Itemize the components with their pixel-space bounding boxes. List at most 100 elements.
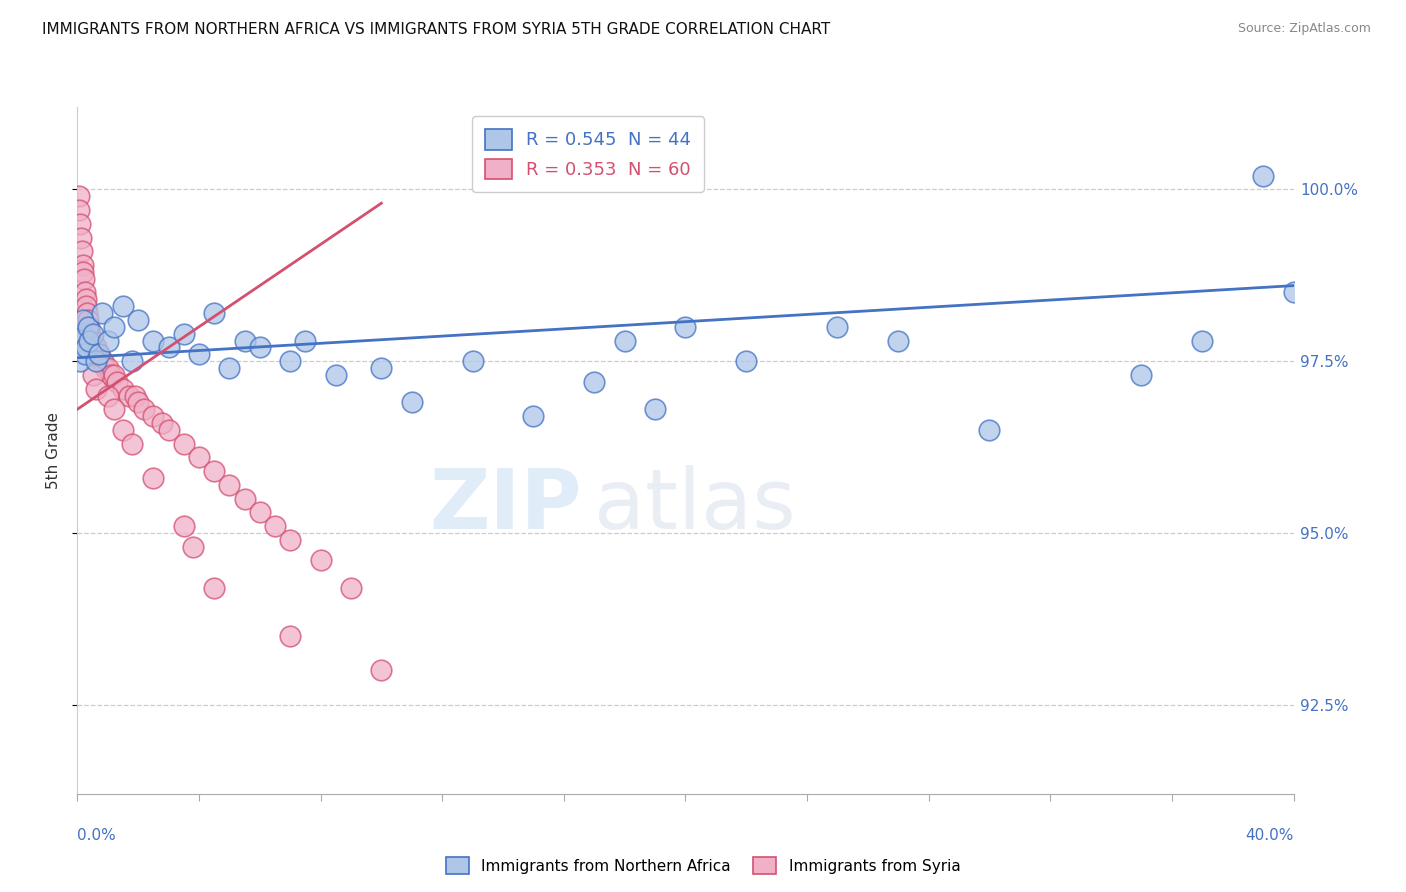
Point bbox=[82, 334, 104, 348]
Point bbox=[522, 409, 544, 424]
Point bbox=[142, 334, 165, 348]
Point bbox=[218, 477, 240, 491]
Point bbox=[173, 326, 195, 341]
Point bbox=[181, 540, 204, 554]
Point bbox=[87, 347, 110, 361]
Point bbox=[152, 416, 174, 430]
Point bbox=[67, 334, 90, 348]
Point bbox=[75, 293, 97, 307]
Point bbox=[73, 347, 96, 361]
Point bbox=[157, 341, 180, 355]
Point bbox=[82, 368, 104, 382]
Point bbox=[218, 361, 240, 376]
Point bbox=[401, 395, 423, 409]
Point bbox=[1251, 169, 1274, 183]
Point bbox=[173, 519, 195, 533]
Point bbox=[249, 341, 271, 355]
Point bbox=[278, 629, 301, 643]
Point bbox=[111, 299, 134, 313]
Point bbox=[118, 388, 141, 402]
Point bbox=[103, 319, 125, 334]
Point bbox=[103, 368, 125, 382]
Point bbox=[202, 581, 225, 595]
Point bbox=[97, 388, 120, 402]
Point bbox=[1282, 285, 1305, 300]
Point bbox=[76, 306, 98, 320]
Point bbox=[202, 464, 225, 478]
Point bbox=[90, 354, 112, 368]
Point bbox=[91, 354, 114, 368]
Point bbox=[86, 347, 108, 361]
Point bbox=[69, 354, 91, 368]
Text: 0.0%: 0.0% bbox=[77, 828, 117, 843]
Legend: Immigrants from Northern Africa, Immigrants from Syria: Immigrants from Northern Africa, Immigra… bbox=[440, 851, 966, 880]
Point bbox=[90, 306, 112, 320]
Point bbox=[294, 334, 316, 348]
Point bbox=[83, 341, 105, 355]
Text: 40.0%: 40.0% bbox=[1246, 828, 1294, 843]
Point bbox=[97, 361, 120, 376]
Point bbox=[127, 395, 149, 409]
Point bbox=[69, 202, 91, 217]
Legend: R = 0.545  N = 44, R = 0.353  N = 60: R = 0.545 N = 44, R = 0.353 N = 60 bbox=[472, 116, 704, 192]
Point bbox=[121, 354, 143, 368]
Point bbox=[89, 354, 111, 368]
Point bbox=[75, 299, 97, 313]
Point bbox=[72, 258, 94, 272]
Point bbox=[370, 663, 392, 677]
Point bbox=[97, 334, 120, 348]
Point bbox=[72, 265, 94, 279]
Point bbox=[87, 347, 110, 361]
Point bbox=[1191, 334, 1213, 348]
Point bbox=[979, 423, 1001, 437]
Y-axis label: 5th Grade: 5th Grade bbox=[46, 412, 62, 489]
Point bbox=[173, 436, 195, 450]
Point bbox=[69, 217, 91, 231]
Point bbox=[340, 581, 363, 595]
Point bbox=[103, 402, 125, 417]
Point bbox=[84, 341, 107, 355]
Point bbox=[827, 319, 849, 334]
Point bbox=[461, 354, 484, 368]
Point bbox=[84, 354, 107, 368]
Point bbox=[77, 319, 100, 334]
Text: atlas: atlas bbox=[595, 465, 796, 546]
Point bbox=[73, 271, 96, 285]
Point bbox=[233, 334, 256, 348]
Text: Source: ZipAtlas.com: Source: ZipAtlas.com bbox=[1237, 22, 1371, 36]
Point bbox=[278, 354, 301, 368]
Point bbox=[75, 341, 97, 355]
Point bbox=[309, 553, 332, 567]
Point bbox=[70, 326, 93, 341]
Point bbox=[583, 375, 606, 389]
Point bbox=[264, 519, 287, 533]
Point bbox=[613, 334, 636, 348]
Point bbox=[249, 505, 271, 519]
Point bbox=[124, 388, 146, 402]
Point bbox=[278, 533, 301, 547]
Point bbox=[675, 319, 697, 334]
Point bbox=[188, 347, 211, 361]
Point bbox=[79, 326, 101, 341]
Point bbox=[79, 326, 101, 341]
Point bbox=[80, 334, 103, 348]
Point bbox=[370, 361, 392, 376]
Point bbox=[157, 423, 180, 437]
Text: IMMIGRANTS FROM NORTHERN AFRICA VS IMMIGRANTS FROM SYRIA 5TH GRADE CORRELATION C: IMMIGRANTS FROM NORTHERN AFRICA VS IMMIG… bbox=[42, 22, 831, 37]
Point bbox=[105, 375, 128, 389]
Point bbox=[233, 491, 256, 506]
Point bbox=[72, 313, 94, 327]
Point bbox=[188, 450, 211, 465]
Point bbox=[73, 285, 96, 300]
Point bbox=[82, 326, 104, 341]
Point bbox=[202, 306, 225, 320]
Point bbox=[127, 313, 149, 327]
Point bbox=[142, 471, 165, 485]
Point bbox=[79, 334, 101, 348]
Point bbox=[121, 436, 143, 450]
Point bbox=[142, 409, 165, 424]
Point bbox=[100, 368, 122, 382]
Point bbox=[93, 361, 115, 376]
Point bbox=[77, 313, 100, 327]
Point bbox=[644, 402, 666, 417]
